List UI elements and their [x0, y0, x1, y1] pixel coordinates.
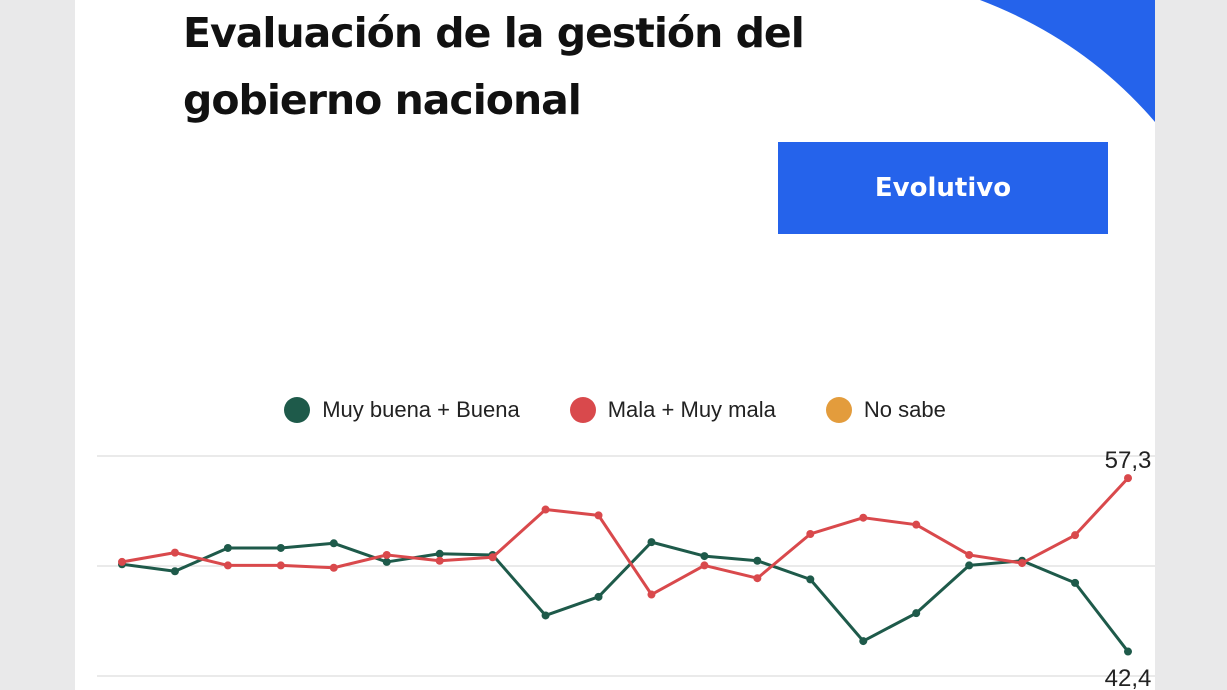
data-point-s1-17[interactable]	[1018, 559, 1027, 568]
legend-label-unsure: No sabe	[863, 397, 946, 422]
data-point-s0-18[interactable]	[1071, 578, 1080, 587]
chart-legend: Muy buena + Buena Mala + Muy mala No sab…	[75, 392, 1155, 428]
legend-label-positive: Muy buena + Buena	[322, 397, 520, 422]
legend-dot-negative	[569, 397, 596, 423]
data-point-s1-5[interactable]	[382, 550, 391, 559]
data-point-s1-4[interactable]	[329, 563, 338, 572]
series-line-0	[121, 540, 1130, 653]
line-chart: 57,3 42,4	[97, 447, 1155, 690]
legend-item-unsure[interactable]: No sabe	[825, 397, 946, 423]
data-point-s1-1[interactable]	[170, 548, 179, 557]
legend-dot-unsure	[825, 397, 852, 423]
data-point-s1-13[interactable]	[806, 529, 815, 538]
data-point-s0-9[interactable]	[594, 592, 603, 601]
data-point-s0-6[interactable]	[435, 549, 444, 558]
legend-dot-positive	[284, 397, 311, 423]
legend-label-negative: Mala + Muy mala	[607, 397, 776, 422]
data-point-s0-14[interactable]	[859, 637, 868, 646]
data-point-s1-16[interactable]	[965, 550, 974, 559]
series-line-1	[121, 477, 1130, 597]
data-point-s0-15[interactable]	[912, 609, 921, 618]
data-point-s1-7[interactable]	[488, 553, 497, 562]
data-point-s0-2[interactable]	[223, 543, 232, 552]
data-point-s0-13[interactable]	[806, 575, 815, 584]
data-point-s0-11[interactable]	[700, 552, 709, 561]
data-point-s0-4[interactable]	[329, 539, 338, 548]
data-point-s1-10[interactable]	[647, 590, 656, 599]
evolutivo-button[interactable]: Evolutivo	[778, 142, 1108, 234]
data-point-s1-0[interactable]	[118, 557, 126, 566]
data-label-0: 57,3	[1105, 447, 1152, 474]
corner-accent-shape	[980, 0, 1155, 122]
data-point-s1-14[interactable]	[859, 513, 868, 522]
data-point-s0-8[interactable]	[541, 611, 550, 620]
legend-item-positive[interactable]: Muy buena + Buena	[284, 397, 520, 423]
data-point-s1-6[interactable]	[435, 556, 444, 565]
data-point-s1-11[interactable]	[700, 561, 709, 570]
data-point-s0-3[interactable]	[276, 543, 285, 552]
data-point-s0-5[interactable]	[382, 557, 391, 566]
data-point-s1-9[interactable]	[594, 511, 603, 520]
data-point-s0-1[interactable]	[170, 567, 179, 576]
data-point-s1-19[interactable]	[1124, 474, 1132, 483]
data-point-s1-15[interactable]	[912, 520, 921, 529]
data-point-s0-19[interactable]	[1124, 647, 1132, 656]
data-point-s1-12[interactable]	[753, 574, 762, 583]
data-point-s0-10[interactable]	[647, 538, 656, 547]
data-point-s1-18[interactable]	[1071, 531, 1080, 540]
data-point-s0-12[interactable]	[753, 556, 762, 565]
data-point-s1-3[interactable]	[276, 561, 285, 570]
data-label-1: 42,4	[1105, 665, 1152, 690]
data-point-s1-8[interactable]	[541, 505, 550, 514]
data-point-s1-2[interactable]	[223, 561, 232, 570]
page-title: Evaluación de la gestión del gobierno na…	[183, 9, 805, 124]
chart-card: Evaluación de la gestión del gobierno na…	[75, 0, 1155, 690]
legend-item-negative[interactable]: Mala + Muy mala	[569, 397, 776, 423]
data-point-s0-16[interactable]	[965, 561, 974, 570]
